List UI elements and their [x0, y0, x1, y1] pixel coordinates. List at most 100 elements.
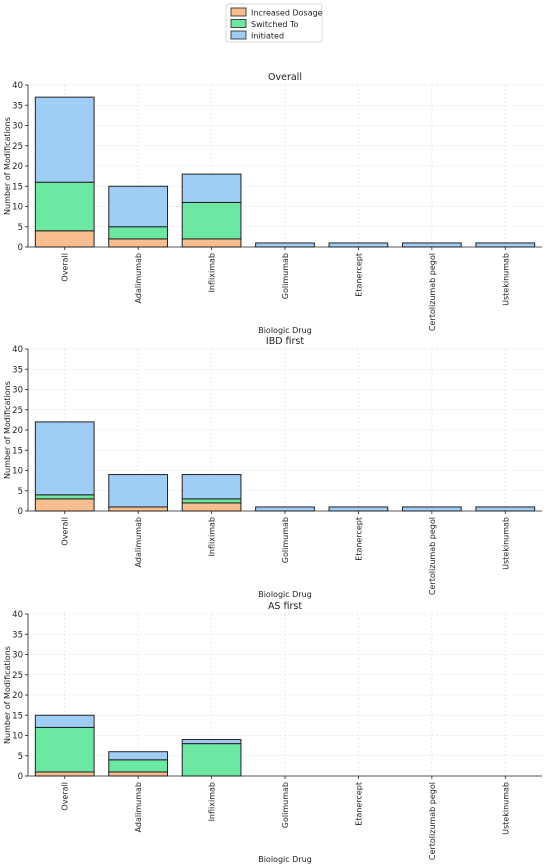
x-tick-label-etanercept: Etanercept	[354, 782, 363, 826]
x-tick-label-ustekinumab: Ustekinumab	[501, 517, 510, 570]
y-tick-label: 0	[18, 772, 23, 782]
bar-switched-to-overall	[34, 181, 95, 232]
legend-label-initiated: Initiated	[251, 32, 284, 41]
bar-initiated-etanercept	[328, 506, 389, 512]
bar-initiated-infliximab	[181, 739, 242, 745]
bar-initiated-adalimumab	[108, 185, 169, 228]
y-tick-label: 15	[12, 711, 23, 721]
bar-initiated-etanercept	[328, 242, 389, 248]
bar-switched-to-infliximab	[181, 498, 242, 504]
y-tick-label: 5	[18, 752, 23, 762]
y-tick-label: 30	[12, 122, 23, 132]
y-tick-label: 40	[12, 81, 23, 91]
y-tick-label: 20	[12, 426, 23, 436]
panel-ibd-first: 0 5 10 15 20 25 30 35 40 Overall Adalimumab Inflixi…	[3, 336, 542, 599]
y-tick-label: 10	[12, 467, 23, 477]
bar-initiated-infliximab	[181, 173, 242, 203]
x-tick-label-adalimumab: Adalimumab	[134, 253, 143, 303]
bar-initiated-overall	[34, 714, 95, 728]
bar-initiated-golimumab	[255, 506, 315, 512]
chart-title: IBD first	[266, 336, 304, 347]
y-tick-label: 10	[12, 732, 23, 742]
legend-swatch-increased-dosage	[230, 7, 247, 17]
y-tick-label: 30	[12, 651, 23, 661]
bar-increased-dosage-infliximab	[181, 238, 242, 248]
x-tick-label-overall: Overall	[61, 782, 70, 811]
bar-initiated-ustekinumab	[475, 242, 536, 248]
y-tick-label: 10	[12, 203, 23, 213]
y-tick-label: 25	[12, 671, 23, 681]
y-tick-label: 35	[12, 365, 23, 375]
y-tick-label: 30	[12, 386, 23, 396]
legend: Increased Dosage Switched To Initiated	[225, 3, 323, 43]
bar-initiated-ustekinumab	[475, 506, 536, 512]
x-tick-label-golimumab: Golimumab	[281, 253, 290, 299]
x-tick-label-certolizumab-pegol: Certolizumab pegol	[428, 253, 437, 331]
chart-panels: 0 5 10 15 20 25 30 35 40 Overall Adalimumab Inflixi…	[3, 72, 542, 864]
bar-initiated-certolizumab-pegol	[401, 506, 462, 512]
bar-initiated-golimumab	[255, 242, 315, 248]
y-tick-label: 5	[18, 487, 23, 497]
y-axis-label: Number of Modifications	[3, 117, 12, 215]
y-axis-label: Number of Modifications	[3, 381, 12, 479]
y-axis-label: Number of Modifications	[3, 646, 12, 744]
y-tick-label: 0	[18, 507, 23, 517]
bar-increased-dosage-infliximab	[181, 502, 242, 512]
bar-initiated-overall	[34, 96, 95, 183]
y-tick-label: 5	[18, 223, 23, 233]
bar-initiated-certolizumab-pegol	[401, 242, 462, 248]
bar-switched-to-overall	[34, 726, 95, 773]
x-tick-label-infliximab: Infliximab	[208, 253, 217, 292]
bar-switched-to-adalimumab	[108, 226, 169, 240]
x-tick-label-infliximab: Infliximab	[208, 517, 217, 556]
bar-initiated-overall	[34, 421, 95, 496]
x-tick-label-golimumab: Golimumab	[281, 517, 290, 563]
legend-frame	[225, 3, 323, 43]
bar-increased-dosage-overall	[34, 771, 95, 777]
bar-switched-to-overall	[34, 494, 95, 500]
x-tick-label-certolizumab-pegol: Certolizumab pegol	[428, 517, 437, 595]
panel-as-first: 0 5 10 15 20 25 30 35 40 Overall Adalimumab Inflixi…	[3, 601, 542, 864]
x-tick-label-etanercept: Etanercept	[354, 517, 363, 561]
x-axis-label: Biologic Drug	[258, 326, 312, 335]
x-tick-label-etanercept: Etanercept	[354, 253, 363, 297]
chart-title: AS first	[268, 601, 302, 612]
y-tick-label: 20	[12, 162, 23, 172]
bar-switched-to-adalimumab	[108, 759, 169, 773]
x-axis-label: Biologic Drug	[258, 590, 312, 599]
y-tick-label: 20	[12, 691, 23, 701]
legend-swatch-initiated	[230, 30, 247, 40]
x-tick-label-ustekinumab: Ustekinumab	[501, 782, 510, 835]
x-tick-label-adalimumab: Adalimumab	[134, 782, 143, 832]
bar-increased-dosage-adalimumab	[108, 238, 169, 248]
x-tick-label-infliximab: Infliximab	[208, 782, 217, 821]
y-tick-label: 40	[12, 345, 23, 355]
legend-swatch-switched-to	[230, 19, 247, 28]
x-tick-label-overall: Overall	[61, 253, 70, 282]
y-tick-label: 0	[18, 243, 23, 253]
y-tick-label: 15	[12, 182, 23, 192]
bar-initiated-adalimumab	[108, 751, 169, 761]
x-tick-label-ustekinumab: Ustekinumab	[501, 253, 510, 306]
legend-label-switched-to: Switched To	[251, 20, 299, 29]
y-tick-label: 40	[12, 610, 23, 620]
y-tick-label: 15	[12, 446, 23, 456]
bar-increased-dosage-overall	[34, 230, 95, 248]
x-tick-label-adalimumab: Adalimumab	[134, 517, 143, 567]
y-tick-label: 25	[12, 142, 23, 152]
chart-title: Overall	[268, 72, 302, 83]
x-tick-label-overall: Overall	[61, 517, 70, 546]
y-tick-label: 35	[12, 101, 23, 111]
x-tick-label-certolizumab-pegol: Certolizumab pegol	[428, 782, 437, 860]
x-tick-label-golimumab: Golimumab	[281, 782, 290, 828]
bar-increased-dosage-adalimumab	[108, 506, 169, 512]
panel-overall: 0 5 10 15 20 25 30 35 40 Overall Adalimumab Inflixi…	[3, 72, 542, 335]
legend-label-increased-dosage: Increased Dosage	[251, 9, 323, 18]
x-axis-label: Biologic Drug	[258, 855, 312, 864]
bar-switched-to-infliximab	[181, 201, 242, 240]
bar-increased-dosage-adalimumab	[108, 771, 169, 777]
y-tick-label: 35	[12, 630, 23, 640]
bar-initiated-adalimumab	[108, 474, 169, 508]
y-tick-label: 25	[12, 406, 23, 416]
